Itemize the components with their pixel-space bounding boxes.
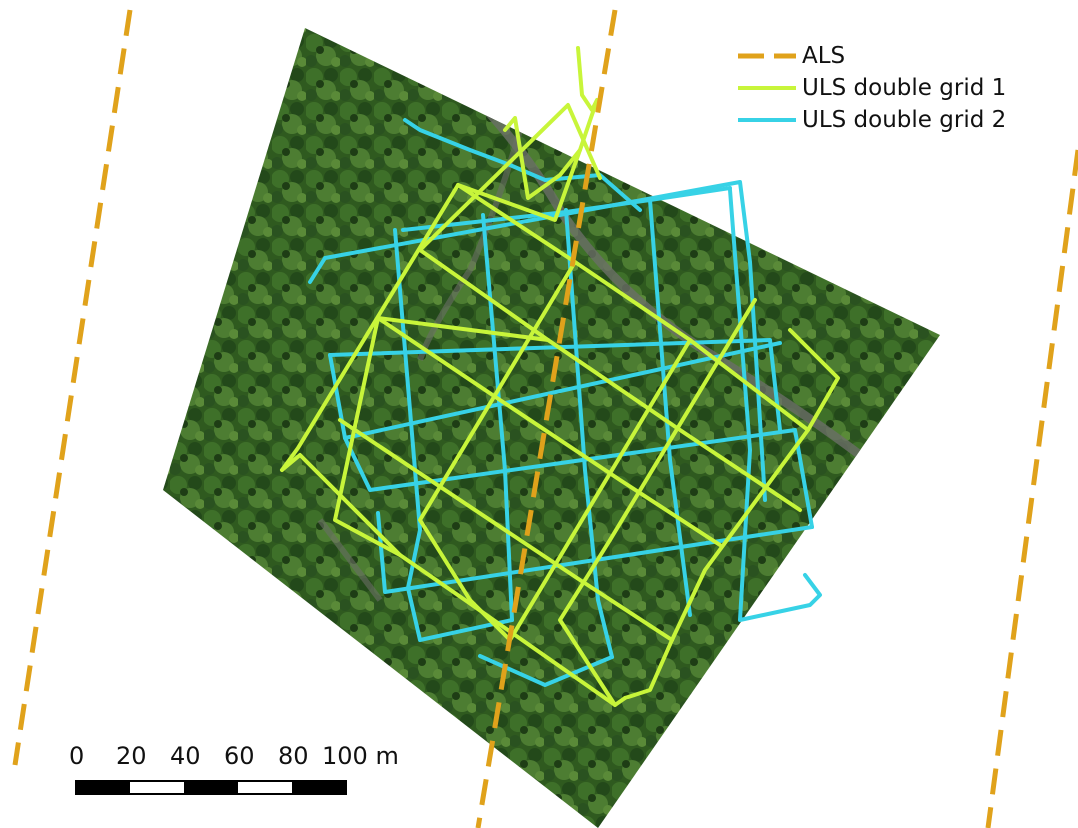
uls-grid-2-flightline: [406, 586, 514, 642]
als-line-swatch-icon: [738, 53, 796, 59]
uls-grid-2-flightline: [393, 228, 422, 590]
scale-tick-label: 40: [170, 742, 201, 770]
orthophoto: [163, 28, 940, 828]
legend-item-als: ALS: [736, 40, 1006, 72]
uls-grid-2-flightline: [328, 338, 782, 432]
uls-grid-2-trajectory: [308, 118, 822, 687]
uls-grid-1-line-swatch-icon: [738, 86, 796, 90]
uls-grid-1-flightline: [280, 453, 627, 707]
uls-grid-2-flightline: [376, 511, 814, 594]
uls-grid-2-flightline: [728, 188, 822, 622]
legend-item-uls-grid-2: ULS double grid 2: [736, 104, 1006, 136]
scale-tick-label: 0: [69, 742, 85, 770]
als-flightline-east: [985, 149, 1078, 828]
scale-tick-label: 80: [278, 742, 309, 770]
als-flightline-west: [12, 9, 133, 766]
scale-bar-segment: [184, 781, 238, 794]
scale-tick-label: 60: [224, 742, 255, 770]
als-flightline-center: [475, 9, 618, 828]
scale-tick-label: 20: [116, 742, 147, 770]
uls-grid-1-flightline: [418, 103, 602, 252]
forest-track: [417, 129, 523, 361]
uls-grid-1-flightline: [623, 428, 810, 700]
map-legend: ALS ULS double grid 1 ULS double grid 2: [736, 40, 1006, 136]
uls-grid-2-flightline: [564, 208, 614, 659]
uls-grid-1-flightline: [338, 418, 674, 642]
scale-bar: [75, 780, 347, 795]
legend-label-uls-grid-1: ULS double grid 1: [802, 75, 1007, 101]
scale-bar-labels: 0 20 40 60 80 100 m: [60, 742, 420, 774]
legend-label-als: ALS: [802, 43, 846, 69]
uls-grid-1-flightline: [280, 183, 460, 472]
uls-grid-2-flightline: [648, 198, 692, 617]
uls-grid-1-flightline: [418, 260, 577, 602]
forest-road: [436, 56, 863, 459]
uls-grid-1-trajectory: [280, 46, 840, 707]
scale-tick-label: 100 m: [322, 742, 399, 770]
forest-track-south: [317, 518, 383, 602]
uls-grid-1-flightline: [468, 338, 692, 642]
orthophoto-extent: [163, 28, 940, 828]
scale-bar-segment: [76, 781, 130, 794]
uls-grid-2-line-swatch-icon: [738, 118, 796, 122]
uls-grid-1-flightline: [456, 148, 582, 222]
uls-grid-1-flightline: [333, 316, 550, 557]
als-flight-lines: [12, 9, 1078, 828]
uls-grid-1-flightline: [418, 248, 802, 512]
uls-grid-1-flightline: [376, 316, 722, 547]
legend-label-uls-grid-2: ULS double grid 2: [802, 107, 1007, 133]
scale-bar-segment: [292, 781, 346, 794]
uls-grid-1-flightline: [456, 183, 840, 432]
uls-grid-2-flightline: [401, 186, 732, 232]
legend-item-uls-grid-1: ULS double grid 1: [736, 72, 1006, 104]
uls-grid-1-flightline: [558, 298, 757, 707]
